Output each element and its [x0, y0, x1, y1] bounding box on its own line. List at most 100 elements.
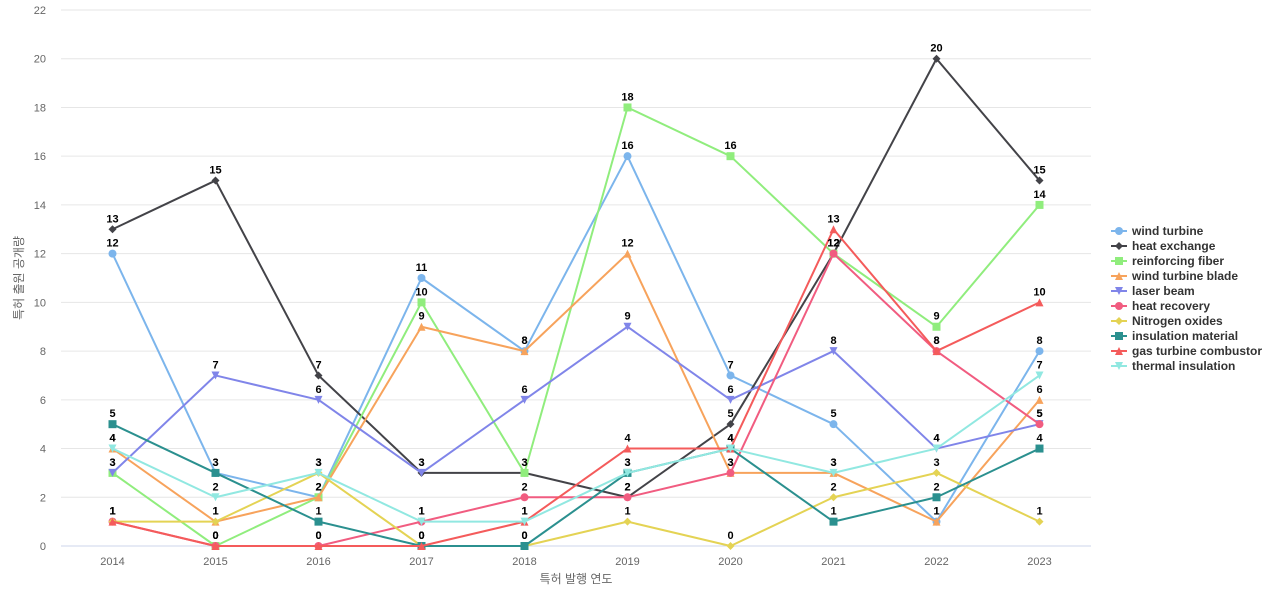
legend-marker	[1115, 332, 1123, 340]
data-point	[108, 225, 117, 234]
data-label: 6	[1036, 384, 1042, 396]
legend-marker	[1115, 362, 1123, 370]
data-label: 3	[521, 457, 527, 469]
x-tick-label: 2023	[1027, 556, 1051, 568]
data-label: 2	[933, 481, 939, 493]
data-point	[314, 517, 323, 526]
data-point	[726, 542, 735, 550]
data-point	[211, 468, 220, 477]
legend-label: thermal insulation	[1132, 359, 1235, 373]
x-tick-label: 2021	[821, 556, 845, 568]
data-point	[417, 517, 426, 526]
data-point	[211, 517, 220, 526]
x-tick-label: 2019	[615, 556, 639, 568]
y-tick-label: 4	[40, 444, 46, 456]
legend-item[interactable]: insulation material	[1111, 329, 1238, 343]
legend-item[interactable]: laser beam	[1111, 284, 1195, 298]
x-tick-label: 2014	[100, 556, 124, 568]
data-label: 3	[830, 457, 836, 469]
data-label: 13	[106, 213, 118, 225]
data-label: 18	[621, 91, 633, 103]
data-label: 7	[1036, 359, 1042, 371]
y-tick-label: 8	[40, 346, 46, 358]
y-tick-label: 12	[34, 249, 46, 261]
legend-label: insulation material	[1132, 329, 1238, 343]
data-label: 20	[930, 43, 942, 55]
legend-label: reinforcing fiber	[1132, 254, 1224, 268]
series-line	[111, 106, 1041, 547]
data-label: 15	[209, 165, 221, 177]
data-point	[314, 493, 323, 502]
data-label: 13	[827, 213, 839, 225]
data-label: 8	[830, 335, 836, 347]
data-label: 0	[212, 530, 218, 542]
data-label: 5	[1036, 408, 1042, 420]
legend-item[interactable]: reinforcing fiber	[1111, 254, 1224, 268]
y-tick-label: 18	[34, 102, 46, 114]
data-label: 9	[624, 311, 630, 323]
series-thermal-insulation	[108, 371, 1044, 526]
series-gas-turbine-combustor	[108, 225, 1044, 550]
data-label: 1	[521, 506, 527, 518]
data-point	[932, 347, 941, 356]
series-line	[111, 155, 1041, 523]
data-point	[726, 395, 735, 404]
data-label: 4	[933, 433, 940, 445]
data-label: 3	[727, 457, 733, 469]
data-point	[726, 468, 735, 477]
legend-label: heat exchange	[1132, 239, 1216, 253]
legend-item[interactable]: heat exchange	[1111, 239, 1216, 253]
data-point	[623, 249, 632, 258]
data-point	[1035, 395, 1044, 404]
data-label: 3	[315, 457, 321, 469]
data-label: 4	[109, 433, 116, 445]
legend-label: gas turbine combustor	[1132, 344, 1262, 358]
data-point	[520, 395, 529, 404]
data-point	[829, 347, 838, 356]
data-label: 0	[315, 530, 321, 542]
data-point	[1035, 176, 1044, 185]
data-point	[314, 468, 323, 477]
y-tick-label: 2	[40, 492, 46, 504]
data-label: 0	[212, 530, 218, 542]
legend-item[interactable]: gas turbine combustor	[1111, 344, 1262, 358]
data-label: 3	[212, 457, 218, 469]
data-label: 16	[724, 140, 736, 152]
data-label: 4	[624, 433, 631, 445]
legend-label: wind turbine	[1131, 224, 1204, 238]
legend-item[interactable]: Nitrogen oxides	[1111, 314, 1223, 328]
data-label: 5	[830, 408, 836, 420]
series-line	[112, 374, 1041, 523]
data-label: 7	[212, 359, 218, 371]
series-line	[112, 57, 1041, 499]
data-label: 7	[315, 359, 321, 371]
x-tick-label: 2022	[924, 556, 948, 568]
data-label: 4	[109, 433, 116, 445]
data-label: 1	[212, 506, 218, 518]
y-tick-label: 16	[34, 151, 46, 163]
data-point	[1035, 298, 1044, 307]
data-label: 4	[933, 433, 940, 445]
data-label: 1	[212, 506, 218, 518]
data-label: 1	[933, 506, 939, 518]
data-label: 1	[624, 506, 630, 518]
data-label: 3	[521, 457, 527, 469]
legend-item[interactable]: wind turbine blade	[1111, 269, 1238, 283]
data-label: 3	[418, 457, 424, 469]
legend-item[interactable]: heat recovery	[1111, 299, 1210, 313]
data-label: 0	[212, 530, 218, 542]
legend-item[interactable]: wind turbine	[1111, 224, 1204, 238]
data-point	[726, 152, 735, 161]
data-label: 1	[933, 506, 939, 518]
x-tick-label: 2016	[306, 556, 330, 568]
legend-marker	[1115, 347, 1123, 355]
legend-item[interactable]: thermal insulation	[1111, 359, 1235, 373]
data-point	[623, 493, 632, 502]
data-point	[108, 444, 117, 453]
series-lines	[108, 54, 1044, 550]
data-label: 12	[621, 238, 633, 250]
data-label: 8	[933, 335, 939, 347]
data-point	[520, 468, 529, 477]
data-point	[211, 371, 220, 380]
